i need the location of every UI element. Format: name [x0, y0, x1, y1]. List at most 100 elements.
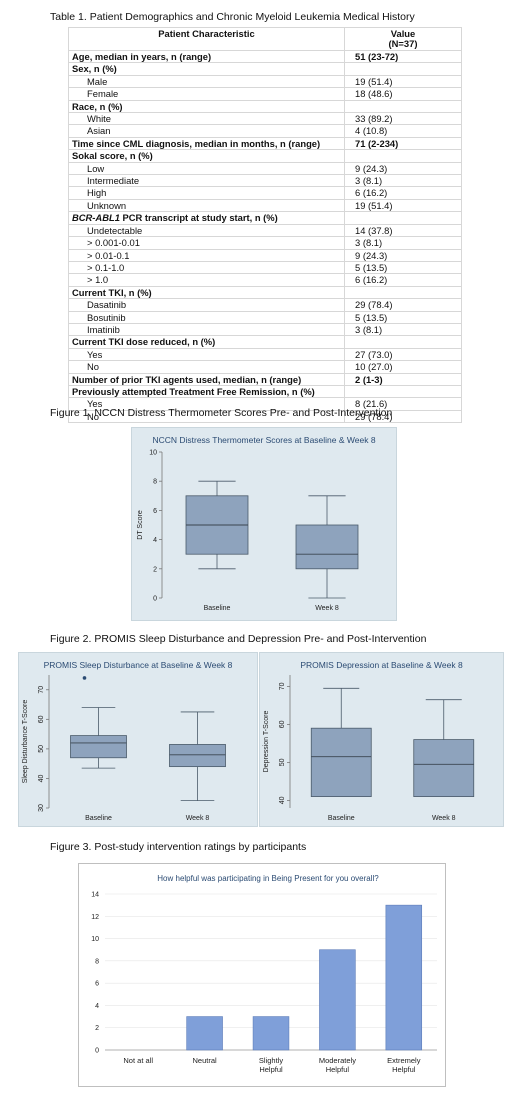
- table-body: Age, median in years, n (range) 51 (23-72…: [68, 49, 462, 424]
- row-label: > 0.01-0.1: [68, 248, 345, 262]
- y-tick-label: 0: [95, 1048, 99, 1055]
- row-value: 71 (2-234): [344, 136, 462, 151]
- box-baseline: [185, 480, 249, 570]
- header-value-line2: (N=37): [388, 38, 418, 49]
- row-value: 3 (8.1): [344, 236, 462, 250]
- header-label: Patient Characteristic: [158, 28, 255, 40]
- row-value: 18 (48.6): [344, 87, 462, 101]
- header-value-line1: Value: [390, 28, 416, 39]
- box-week-8: [295, 495, 359, 599]
- y-tick-label: 14: [91, 892, 99, 899]
- dt-boxplot: NCCN Distress Thermometer Scores at Base…: [137, 435, 376, 612]
- table-row: No 10 (27.0): [68, 360, 462, 374]
- bar-moderately-helpful: [319, 949, 356, 1051]
- row-value: 2 (1-3): [344, 372, 462, 386]
- chart-title: PROMIS Depression at Baseline & Week 8: [300, 660, 463, 670]
- row-label: Number of prior TKI agents used, median,…: [68, 372, 345, 386]
- y-axis-label: DT Score: [137, 510, 144, 540]
- ratings-chart-panel: How helpful was participating in Being P…: [78, 863, 446, 1087]
- row-label: High: [68, 186, 345, 200]
- row-value: 6 (16.2): [344, 186, 462, 200]
- row-value: 27 (73.0): [344, 347, 462, 362]
- row-label: Intermediate: [68, 174, 345, 188]
- iqr-box: [413, 739, 475, 797]
- row-value: [344, 149, 462, 163]
- x-tick-label: Baseline: [204, 605, 231, 612]
- row-label: Yes: [68, 347, 345, 362]
- row-value: 19 (51.4): [344, 198, 462, 213]
- row-value: 10 (27.0): [344, 360, 462, 374]
- row-value: 9 (24.3): [344, 248, 462, 262]
- row-label: > 1.0: [68, 273, 345, 287]
- figure3-caption: Figure 3. Post-study intervention rating…: [50, 841, 307, 853]
- row-label: Male: [68, 74, 345, 89]
- dt-chart-panel: NCCN Distress Thermometer Scores at Base…: [131, 427, 397, 621]
- row-label: Race, n (%): [68, 99, 345, 114]
- sleep-chart-panel: PROMIS Sleep Disturbance at Baseline & W…: [18, 652, 258, 827]
- table-row: Dasatinib 29 (78.4): [68, 298, 462, 312]
- y-tick-label: 8: [95, 958, 99, 965]
- row-label: Dasatinib: [68, 298, 345, 312]
- x-tick-label: Baseline: [328, 815, 355, 822]
- row-label: White: [68, 112, 345, 126]
- outlier-point: [82, 676, 87, 680]
- row-value: 9 (24.3): [344, 161, 462, 176]
- y-axis-label: Sleep Disturbance T-Score: [22, 700, 29, 784]
- y-tick-label: 6: [153, 508, 157, 515]
- y-tick-label: 6: [95, 981, 99, 988]
- chart-title: PROMIS Sleep Disturbance at Baseline & W…: [44, 660, 233, 670]
- row-value: 8 (21.6): [344, 397, 462, 411]
- row-value: [344, 99, 462, 114]
- table-row: Yes 8 (21.6): [68, 397, 462, 411]
- table-row: Previously attempted Treatment Free Remi…: [68, 384, 462, 399]
- row-label: Imatinib: [68, 322, 345, 337]
- y-tick-label: 4: [153, 537, 157, 544]
- iqr-box: [70, 735, 127, 759]
- table-row: Sex, n (%): [68, 62, 462, 76]
- row-value: 5 (13.5): [344, 310, 462, 324]
- ratings-barchart: How helpful was participating in Being P…: [91, 874, 437, 1074]
- x-tick-label: Moderately Helpful: [319, 1056, 356, 1074]
- bar-neutral: [186, 1016, 223, 1051]
- table-row: Imatinib 3 (8.1): [68, 322, 462, 337]
- table-row: Male 19 (51.4): [68, 74, 462, 89]
- table-row: Current TKI, n (%): [68, 285, 462, 300]
- table-row: Asian 4 (10.8): [68, 124, 462, 138]
- table-caption: Table 1. Patient Demographics and Chroni…: [50, 11, 415, 23]
- demographics-table: Patient Characteristic Value (N=37) Age,…: [68, 27, 462, 424]
- y-tick-label: 30: [38, 804, 45, 812]
- table-row: > 0.1-1.0 5 (13.5): [68, 260, 462, 275]
- row-value: [344, 335, 462, 349]
- table-row: No 29 (78.4): [68, 409, 462, 424]
- row-label: Bosutinib: [68, 310, 345, 324]
- table-row: Intermediate 3 (8.1): [68, 174, 462, 188]
- y-tick-label: 10: [149, 450, 157, 457]
- iqr-box: [310, 727, 372, 797]
- row-label: Low: [68, 161, 345, 176]
- table-row: Race, n (%): [68, 99, 462, 114]
- row-label: Age, median in years, n (range): [68, 49, 345, 64]
- row-value: [344, 285, 462, 300]
- row-label: No: [68, 360, 345, 374]
- y-tick-label: 8: [153, 479, 157, 486]
- x-tick-label: Baseline: [85, 815, 112, 822]
- row-label: Female: [68, 87, 345, 101]
- row-label: BCR-ABL1 PCR transcript at study start, …: [68, 211, 345, 225]
- depression-boxplot: PROMIS Depression at Baseline & Week 8 40…: [263, 660, 475, 822]
- row-label: Current TKI dose reduced, n (%): [68, 335, 345, 349]
- table-row: Time since CML diagnosis, median in mont…: [68, 136, 462, 151]
- row-label: > 0.001-0.01: [68, 236, 345, 250]
- row-value: 5 (13.5): [344, 260, 462, 275]
- table-row: White 33 (89.2): [68, 112, 462, 126]
- table-row: Yes 27 (73.0): [68, 347, 462, 362]
- row-label: > 0.1-1.0: [68, 260, 345, 275]
- y-tick-label: 0: [153, 596, 157, 603]
- x-tick-label: Week 8: [186, 815, 210, 822]
- row-value: 29 (78.4): [344, 409, 462, 424]
- figure1-caption: Figure 1. NCCN Distress Thermometer Scor…: [50, 407, 393, 419]
- x-tick-label: Week 8: [315, 605, 339, 612]
- table-row: Age, median in years, n (range) 51 (23-72…: [68, 49, 462, 64]
- table-row: Low 9 (24.3): [68, 161, 462, 176]
- row-value: 14 (37.8): [344, 223, 462, 238]
- iqr-box: [169, 744, 226, 768]
